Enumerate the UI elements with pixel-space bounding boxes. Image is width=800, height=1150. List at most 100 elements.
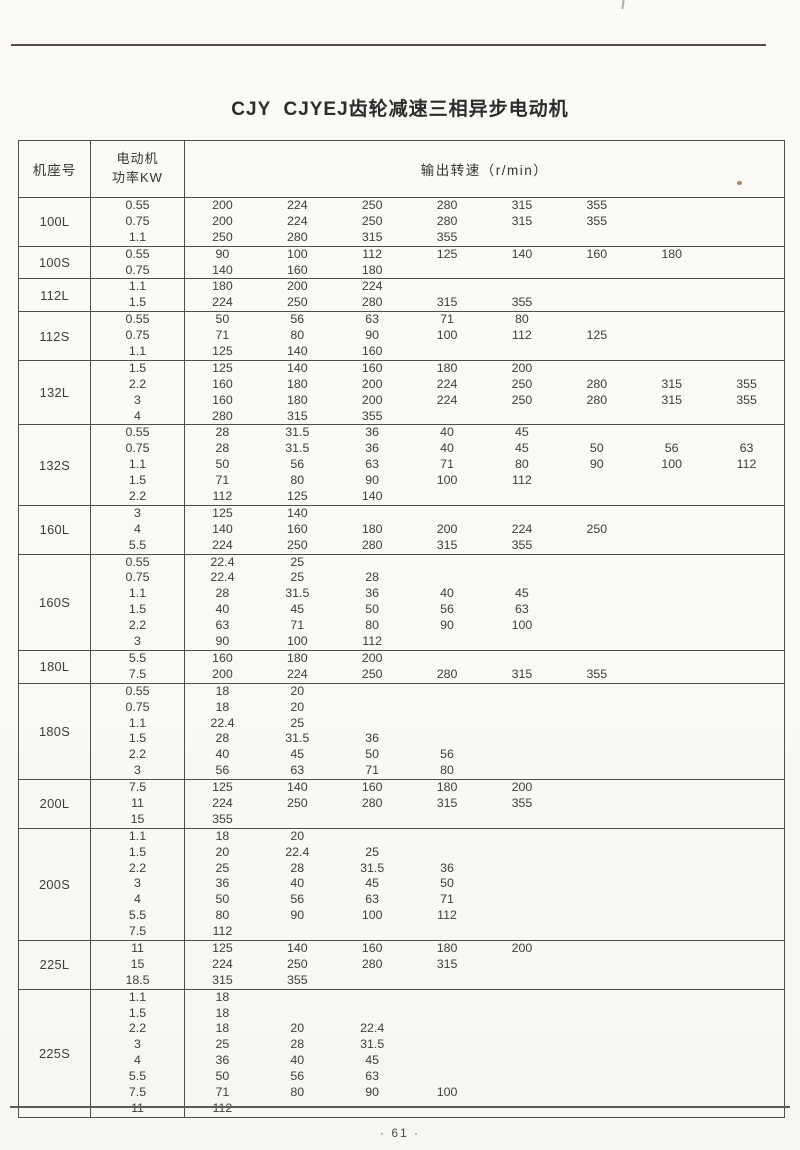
speed-value: 140 [286, 940, 308, 955]
speed-row: 36 40 45 [185, 1053, 784, 1069]
speed-value: 280 [361, 795, 383, 810]
speed-value: 200 [212, 198, 233, 212]
speed-value: 90 [440, 618, 454, 633]
speed-row: 36 40 45 50 [185, 876, 784, 892]
speed-value: 25 [290, 715, 305, 730]
power-column: 7.5 11 15 [91, 780, 185, 828]
speed-value: 90 [365, 1084, 380, 1099]
power-value: 0.75 [125, 213, 150, 228]
speed-value: 112 [437, 908, 457, 923]
speed-value: 315 [436, 795, 458, 810]
speed-row: 50 56 63 [185, 1069, 784, 1085]
speed-row: 18 [185, 1006, 784, 1022]
speed-value: 36 [215, 1053, 230, 1068]
speed-value: 40 [440, 441, 454, 456]
speed-row: 125 140 160 [185, 344, 784, 360]
power-value: 1.1 [128, 586, 147, 601]
speed-value: 315 [361, 229, 383, 244]
speed-value: 280 [212, 408, 233, 423]
speed-value: 112 [362, 634, 383, 649]
power-column: 0.55 0.75 1.1 [91, 198, 185, 246]
power-column: 1.1 1.5 2.2 3 4 5.5 7.5 [91, 828, 185, 940]
speed-value: 28 [215, 586, 230, 601]
speed-value: 160 [212, 650, 233, 665]
speed-value: 100 [286, 246, 308, 261]
power-value: 1.1 [128, 828, 147, 843]
speed-value: 28 [290, 1037, 305, 1052]
speed-value: 63 [365, 312, 380, 327]
speed-column: 200 224 250 280 315 355 200 224 250 280 315 355 250 2… [185, 198, 784, 246]
speed-value: 63 [215, 618, 230, 633]
speed-value: 180 [361, 262, 383, 277]
speed-column: 28 31.5 36 40 45 28 31.5 36 40 45 50 56 63 50 56 63 71 80… [185, 425, 784, 504]
power-value: 11 [131, 940, 144, 955]
speed-value: 40 [290, 876, 305, 891]
speed-value: 180 [286, 650, 308, 665]
power-value: 2.2 [128, 489, 147, 504]
speed-value: 20 [215, 844, 230, 859]
power-value: 3 [134, 505, 141, 520]
speed-value: 40 [215, 747, 230, 762]
speed-value: 224 [286, 198, 308, 212]
speed-value: 18 [215, 1021, 230, 1036]
speed-column: 50 56 63 71 80 71 80 90 100 112 125 125 140 160 [185, 312, 784, 360]
frame-label: 200L [19, 780, 91, 828]
table-group-200s: 200S 1.1 1.5 2.2 3 4 5.5 7.5 18 20 20 22.4 25 25 28 31.… [19, 827, 784, 940]
frame-label: 132S [19, 425, 91, 505]
speed-value: 112 [512, 473, 532, 488]
speed-value: 250 [511, 392, 533, 407]
speed-row: 355 [185, 812, 784, 828]
speed-row: 50 56 63 71 [185, 892, 784, 908]
power-value: 4 [134, 408, 141, 423]
power-value: 0.75 [125, 441, 150, 456]
speed-row: 160 180 200 224 250 280 315 355 [185, 393, 784, 409]
speed-value: 224 [361, 279, 383, 294]
speed-row: 40 45 50 56 [185, 747, 784, 763]
power-value: 0.55 [125, 198, 150, 212]
speed-value: 36 [365, 441, 380, 456]
speed-value: 250 [286, 537, 308, 552]
speed-value: 180 [436, 360, 458, 375]
speed-row: 22.4 25 28 [185, 570, 784, 586]
speed-value: 56 [290, 1069, 305, 1084]
speed-value: 50 [215, 457, 230, 472]
speed-value: 250 [361, 666, 383, 681]
speed-value: 80 [290, 1084, 305, 1099]
speed-value: 100 [361, 908, 383, 923]
header-motor-power-line1: 电动机 [116, 151, 159, 167]
speed-value: 112 [736, 457, 757, 472]
power-value: 1.1 [128, 715, 147, 730]
speed-value: 56 [215, 763, 230, 778]
speed-value: 160 [361, 940, 383, 955]
speed-value: 224 [212, 956, 233, 971]
speed-value: 355 [361, 408, 383, 423]
speed-value: 20 [290, 828, 305, 843]
speed-value: 125 [586, 328, 608, 343]
speed-value: 63 [739, 441, 754, 456]
speed-value: 125 [212, 940, 233, 955]
frame-label: 180S [19, 683, 91, 780]
power-value: 4 [134, 521, 141, 536]
power-value: 0.55 [125, 683, 150, 698]
speed-value: 20 [290, 699, 305, 714]
speed-value: 100 [436, 1084, 458, 1099]
speed-value: 250 [511, 376, 533, 391]
speed-value: 80 [365, 618, 380, 633]
speed-value: 200 [361, 650, 383, 665]
power-value: 2.2 [128, 376, 147, 391]
speed-row: 112 [185, 1101, 784, 1117]
header-frame-number: 机座号 [19, 141, 91, 197]
speed-row: 160 180 200 224 250 280 315 355 [185, 377, 784, 393]
speed-value: 71 [215, 328, 230, 343]
speed-row: 125 140 [185, 506, 784, 522]
speed-value: 250 [361, 213, 383, 228]
table-group-112s: 112S 0.55 0.75 1.1 50 56 63 71 80 71 80 90 100 112 125… [19, 311, 784, 360]
power-column: 0.55 0.75 1.1 1.5 2.2 3 [91, 683, 185, 780]
speed-value: 112 [512, 328, 532, 343]
speed-value: 280 [436, 198, 458, 212]
speed-value: 355 [436, 229, 458, 244]
speed-row: 140 160 180 [185, 263, 784, 279]
power-value: 1.1 [128, 457, 147, 472]
speed-value: 31.5 [285, 731, 310, 746]
